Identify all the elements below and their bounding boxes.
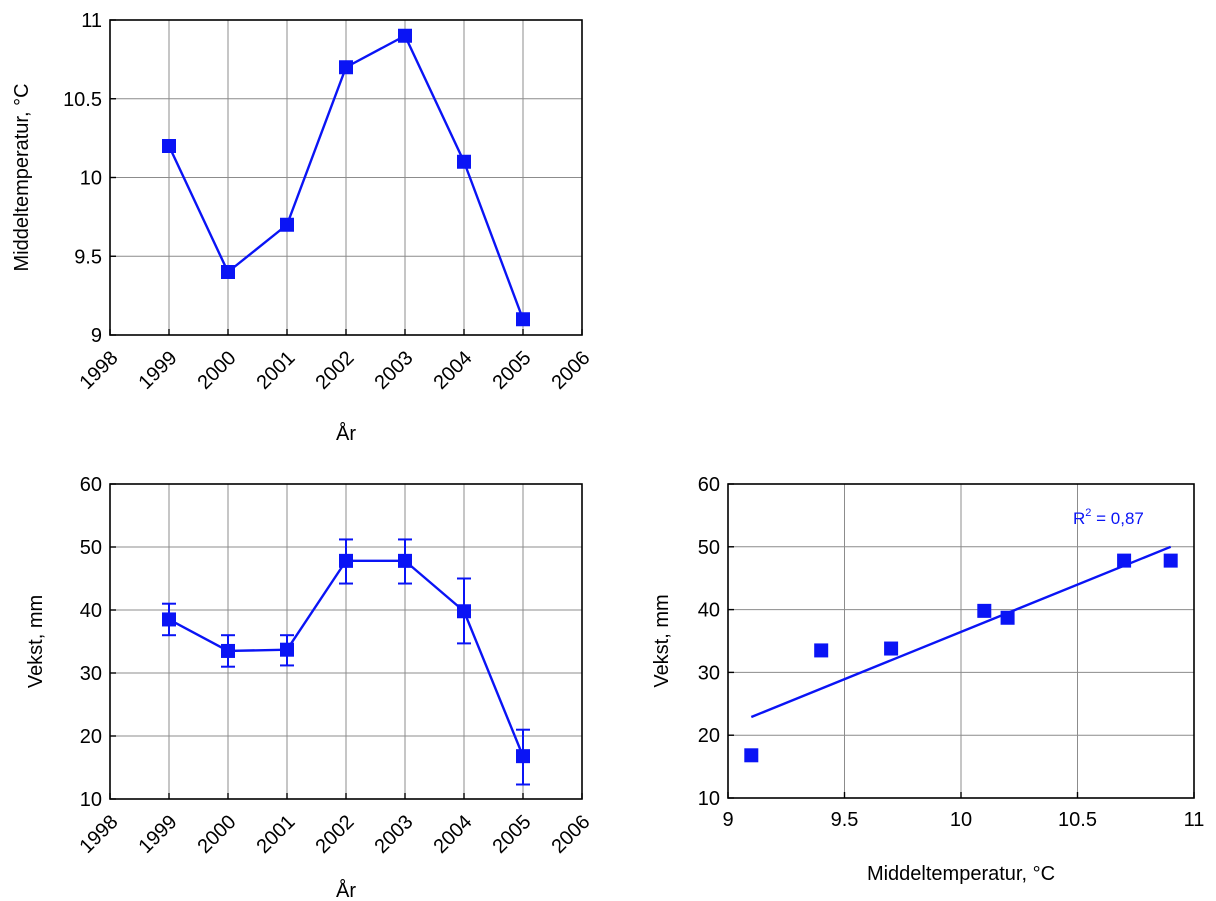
scatter-x-axis-title: Middeltemperatur, °C xyxy=(867,863,1055,885)
r-squared-superscript: 2 xyxy=(1085,507,1091,519)
y-tick-label: 50 xyxy=(80,537,102,559)
y-tick-label: 10.5 xyxy=(63,89,102,111)
x-tick-label: 1999 xyxy=(134,347,181,394)
data-point-marker xyxy=(977,603,992,618)
data-point-marker xyxy=(457,154,471,169)
data-point-marker xyxy=(398,553,412,568)
data-point-marker xyxy=(884,641,899,656)
y-tick-label: 10 xyxy=(80,168,102,190)
y-tick-label: 40 xyxy=(80,600,102,622)
growth-vs-temperature-chart: 10 20 30 40 50 60 9 9.5 10 10.5 11 R2 = 0,87 Midd… xyxy=(651,474,1204,885)
y-tick-label: 60 xyxy=(698,474,720,496)
scatter-series xyxy=(744,545,1178,763)
y-tick-label: 40 xyxy=(698,600,720,622)
scatter-x-tick-labels: 9 9.5 10 10.5 11 xyxy=(722,809,1204,831)
y-tick-label: 60 xyxy=(80,474,102,496)
data-point-marker xyxy=(744,748,759,763)
growth-y-axis-title: Vekst, mm xyxy=(25,595,47,688)
x-tick-label: 10.5 xyxy=(1058,809,1097,831)
x-tick-label: 2005 xyxy=(488,811,535,858)
growth-plot-frame xyxy=(109,483,583,800)
data-point-marker xyxy=(162,612,176,627)
x-tick-label: 1999 xyxy=(134,811,181,858)
y-tick-label: 9.5 xyxy=(74,246,102,268)
x-tick-label: 2005 xyxy=(488,347,535,394)
x-tick-label: 2004 xyxy=(429,347,476,394)
x-tick-label: 2006 xyxy=(547,347,594,394)
growth-x-tick-labels: 1998 1999 2000 2001 2002 2003 2004 2005 2006 xyxy=(75,811,594,858)
r-squared-annotation: R2 = 0,87 xyxy=(1073,507,1144,528)
data-point-marker xyxy=(814,643,829,658)
data-point-marker xyxy=(221,643,235,658)
y-tick-label: 9 xyxy=(91,325,102,347)
data-point-marker xyxy=(457,604,471,619)
x-tick-label: 9 xyxy=(722,809,733,831)
data-point-marker xyxy=(162,139,176,153)
x-tick-label: 2002 xyxy=(311,347,358,394)
temperature-y-tick-labels: 9 9.5 10 10.5 11 xyxy=(63,10,102,347)
x-tick-label: 10 xyxy=(950,809,972,831)
y-tick-label: 11 xyxy=(81,10,102,32)
temperature-y-axis-title: Middeltemperatur, °C xyxy=(11,83,33,271)
scatter-y-axis-title: Vekst, mm xyxy=(651,594,673,687)
temperature-plot-frame xyxy=(109,19,583,336)
scatter-plot-frame xyxy=(727,483,1195,799)
scatter-y-tick-labels: 10 20 30 40 50 60 xyxy=(698,474,720,810)
temperature-by-year-chart: 9 9.5 10 10.5 11 1998 1999 2000 2001 2002 2003 200… xyxy=(11,10,594,445)
y-tick-label: 10 xyxy=(80,789,102,811)
growth-by-year-chart: 10 20 30 40 50 60 1998 1999 2000 2001 2002 2003 200… xyxy=(25,474,594,901)
growth-x-axis-title: År xyxy=(336,879,356,901)
y-tick-label: 30 xyxy=(80,663,102,685)
growth-grid xyxy=(109,483,583,800)
x-tick-label: 1998 xyxy=(75,347,122,394)
x-tick-label: 2004 xyxy=(429,811,476,858)
growth-y-tick-labels: 10 20 30 40 50 60 xyxy=(80,474,102,811)
temperature-x-axis-title: År xyxy=(336,422,356,445)
y-tick-label: 20 xyxy=(698,725,720,747)
trend-line xyxy=(750,545,1172,719)
data-point-marker xyxy=(221,265,235,279)
data-point-marker xyxy=(1163,553,1178,568)
data-point-marker xyxy=(280,642,294,657)
x-tick-label: 2001 xyxy=(252,347,299,394)
data-point-marker xyxy=(1000,610,1015,625)
growth-series xyxy=(162,538,530,786)
y-tick-label: 10 xyxy=(698,788,720,810)
x-tick-label: 2003 xyxy=(370,811,417,858)
data-point-marker xyxy=(280,217,294,232)
scatter-grid xyxy=(727,483,1195,799)
x-tick-label: 2000 xyxy=(193,811,240,858)
data-point-marker xyxy=(339,553,353,568)
data-point-marker xyxy=(516,749,530,764)
data-point-marker xyxy=(516,312,530,327)
data-point-marker xyxy=(1117,553,1132,568)
data-point-marker xyxy=(398,28,412,43)
y-tick-label: 30 xyxy=(698,662,720,684)
x-tick-label: 9.5 xyxy=(831,809,859,831)
x-tick-label: 2003 xyxy=(370,347,417,394)
temperature-x-tick-labels: 1998 1999 2000 2001 2002 2003 2004 2005 2006 xyxy=(75,347,594,394)
x-tick-label: 2000 xyxy=(193,347,240,394)
temperature-series xyxy=(162,28,530,327)
x-tick-label: 2002 xyxy=(311,811,358,858)
y-tick-label: 20 xyxy=(80,726,102,748)
y-tick-label: 50 xyxy=(698,537,720,559)
x-tick-label: 2006 xyxy=(547,811,594,858)
data-point-marker xyxy=(339,60,353,75)
x-tick-label: 11 xyxy=(1184,809,1205,831)
r-squared-value: = 0,87 xyxy=(1091,509,1143,528)
x-tick-label: 2001 xyxy=(252,811,299,858)
x-tick-label: 1998 xyxy=(75,811,122,858)
r-squared-base: R xyxy=(1073,509,1085,528)
